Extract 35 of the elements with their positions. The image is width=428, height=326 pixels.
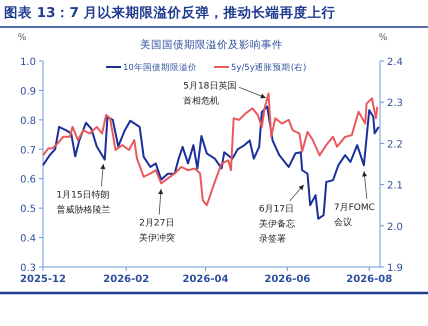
y2-tick-label: 1.9 [387,263,403,274]
y2-axis-title: % [378,33,388,43]
chart-title: 图表 13：7 月以来期限溢价反弹，推动长端再度上行 [4,4,336,21]
annotation: 5月18日英国首相危机 [183,81,266,106]
chart-subtitle: 美国国债期限溢价及影响事件 [140,38,283,51]
annotation: 1月15日特朗普威胁格陵兰 [56,164,110,216]
annotation: 6月17日美伊备忘录签署 [258,204,295,245]
y-tick-label: 0.4 [20,234,36,245]
x-tick-label: 2026-04 [182,274,228,285]
annotation: 2月27日美伊冲突 [139,218,176,244]
annotation: 7月FOMC会议 [334,202,375,228]
y2-tick-label: 2.3 [387,98,403,110]
x-tick-label: 2026-06 [264,274,310,285]
y-tick-label: 0.9 [20,86,36,98]
y-axis-title: % [18,33,27,43]
annotation: 7月FOMC会议 [334,170,375,228]
y-tick-label: 0.6 [20,174,36,186]
y-tick-label: 0.8 [20,116,36,127]
annotation: 2月27日美伊冲突 [139,188,176,244]
y-tick-label: 0.3 [20,263,36,274]
x-tick-label: 2026-02 [103,274,150,285]
annotation: 6月17日美伊备忘录签署 [258,184,304,245]
y2-tick-label: 2.1 [387,180,403,192]
x-tick-label: 2025-12 [20,274,66,285]
x-tick-label: 2026-08 [346,274,392,285]
y-tick-label: 1.0 [20,57,36,68]
y2-tick-label: 2.2 [387,139,403,150]
annotation: 1月15日特朗普威胁格陵兰 [56,190,110,216]
y2-tick-label: 2.0 [387,222,403,233]
legend-label: 10年国债期限溢价 [123,62,197,73]
y-tick-label: 0.5 [20,204,36,216]
y2-tick-label: 2.4 [387,57,403,68]
legend-label: 5y/5y通胀预期(右) [231,62,306,73]
annotation: 5月18日英国首相危机 [183,80,236,106]
y-tick-label: 0.7 [20,145,36,156]
